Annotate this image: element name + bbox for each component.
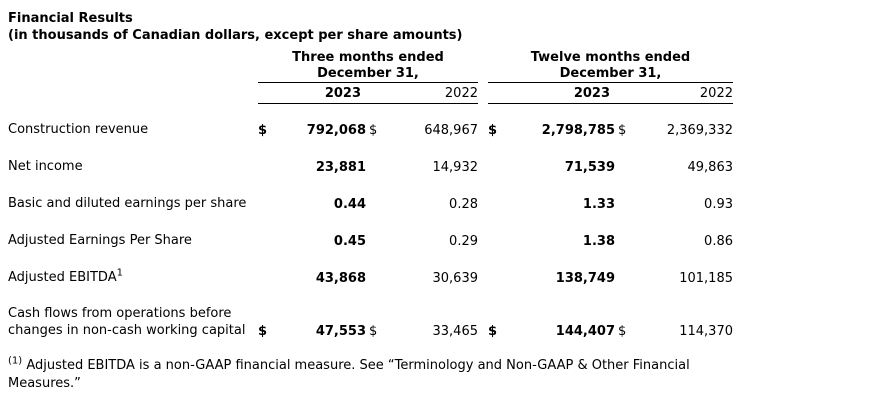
row-label: Cash flows from operations before change… — [8, 306, 246, 338]
label-spacer — [8, 83, 258, 104]
period-label: Twelve months ended — [530, 50, 691, 65]
value-3m-2023: 23,881 — [315, 160, 366, 175]
value-12m-2022: 101,185 — [679, 271, 733, 286]
value-3m-2022: 33,465 — [432, 324, 479, 339]
table-row-adjusted-ebitda: Adjusted EBITDA1 43,868 30,639 138,749 1… — [8, 252, 889, 289]
period-date: December 31, — [317, 65, 419, 81]
value-12m-2022: 0.86 — [704, 234, 733, 249]
value-12m-2022: 2,369,332 — [666, 123, 733, 138]
value-3m-2023: 43,868 — [315, 271, 366, 286]
value-12m-2023: 138,749 — [555, 271, 615, 286]
value-3m-2022: 30,639 — [432, 271, 479, 286]
value-12m-2023: 2,798,785 — [541, 123, 615, 138]
table-row-cash-flows: Cash flows from operations before change… — [8, 289, 889, 342]
row-label: Construction revenue — [8, 121, 149, 137]
period-group-three-months: Three months ended December 31, — [258, 50, 478, 83]
value-3m-2022: 14,932 — [432, 160, 479, 175]
value-3m-2022: 0.28 — [449, 197, 478, 212]
page-title: Financial Results — [8, 11, 133, 26]
table-row-construction-revenue: Construction revenue $ 792,068 $ 648,967… — [8, 104, 889, 141]
value-3m-2023: 47,553 — [315, 324, 366, 339]
dollar-sign: $ — [618, 324, 627, 339]
dollar-sign: $ — [618, 123, 627, 138]
year-group-three-months: 2023 2022 — [258, 83, 478, 104]
year-header-2023: 2023 — [573, 85, 610, 101]
dollar-sign: $ — [488, 123, 498, 138]
superscript: 1 — [116, 267, 123, 279]
footnote-text: Adjusted EBITDA is a non-GAAP financial … — [8, 358, 690, 391]
group-gap — [478, 83, 488, 104]
year-header-2022: 2022 — [699, 85, 733, 101]
period-header-row: Three months ended December 31, Twelve m… — [8, 50, 889, 83]
table-row-basic-diluted-eps: Basic and diluted earnings per share 0.4… — [8, 178, 889, 215]
dollar-sign: $ — [258, 123, 268, 138]
footnote-marker: (1) — [8, 355, 23, 367]
value-3m-2022: 0.29 — [449, 234, 478, 249]
value-12m-2023: 71,539 — [564, 160, 615, 175]
row-label: Adjusted EBITDA1 — [8, 267, 123, 285]
value-3m-2023: 0.45 — [333, 234, 366, 249]
year-group-twelve-months: 2023 2022 — [488, 83, 733, 104]
dollar-sign: $ — [369, 123, 378, 138]
value-3m-2022: 648,967 — [424, 123, 478, 138]
table-row-adjusted-eps: Adjusted Earnings Per Share 0.45 0.29 1.… — [8, 215, 889, 252]
dollar-sign: $ — [258, 324, 268, 339]
row-label: Adjusted Earnings Per Share — [8, 232, 192, 248]
label-spacer — [8, 50, 258, 83]
period-date: December 31, — [559, 65, 662, 81]
financial-table: Three months ended December 31, Twelve m… — [8, 50, 889, 342]
value-12m-2022: 49,863 — [687, 160, 734, 175]
value-12m-2022: 114,370 — [679, 324, 733, 339]
year-header-2023: 2023 — [324, 85, 361, 101]
value-12m-2023: 1.33 — [582, 197, 615, 212]
group-gap — [478, 50, 488, 83]
period-group-twelve-months: Twelve months ended December 31, — [488, 50, 733, 83]
value-3m-2023: 792,068 — [306, 123, 366, 138]
period-label: Three months ended — [292, 50, 444, 65]
value-3m-2023: 0.44 — [333, 197, 366, 212]
value-12m-2023: 144,407 — [555, 324, 615, 339]
footnote: (1) Adjusted EBITDA is a non-GAAP financ… — [8, 355, 723, 393]
year-header-2022: 2022 — [444, 85, 478, 101]
page-subtitle: (in thousands of Canadian dollars, excep… — [8, 28, 463, 43]
dollar-sign: $ — [488, 324, 498, 339]
row-label: Net income — [8, 158, 83, 174]
value-12m-2023: 1.38 — [582, 234, 615, 249]
value-12m-2022: 0.93 — [704, 197, 733, 212]
table-row-net-income: Net income 23,881 14,932 71,539 49,863 — [8, 141, 889, 178]
dollar-sign: $ — [369, 324, 378, 339]
row-label: Basic and diluted earnings per share — [8, 195, 247, 211]
year-header-row: 2023 2022 2023 2022 — [8, 83, 889, 104]
